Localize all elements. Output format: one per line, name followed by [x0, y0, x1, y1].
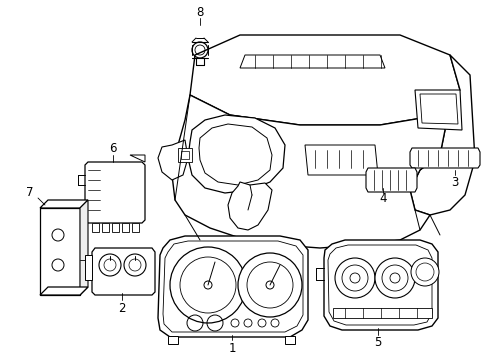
Polygon shape	[40, 200, 88, 208]
Polygon shape	[327, 245, 431, 325]
Polygon shape	[40, 287, 88, 295]
Polygon shape	[178, 148, 192, 162]
Circle shape	[238, 253, 302, 317]
Polygon shape	[181, 151, 189, 159]
Polygon shape	[172, 95, 444, 248]
Polygon shape	[163, 241, 303, 332]
Circle shape	[410, 258, 438, 286]
Polygon shape	[409, 148, 479, 168]
Text: 2: 2	[118, 302, 125, 315]
Circle shape	[334, 258, 374, 298]
Polygon shape	[40, 208, 80, 295]
Polygon shape	[168, 336, 178, 344]
Text: 5: 5	[373, 336, 381, 348]
Polygon shape	[85, 255, 92, 280]
Polygon shape	[409, 55, 474, 215]
Text: 3: 3	[450, 176, 458, 189]
Polygon shape	[112, 223, 119, 232]
Polygon shape	[92, 248, 155, 295]
Text: 4: 4	[379, 192, 386, 204]
Polygon shape	[285, 336, 294, 344]
Circle shape	[265, 281, 273, 289]
Polygon shape	[102, 223, 109, 232]
Polygon shape	[414, 90, 461, 130]
Polygon shape	[158, 236, 307, 337]
Polygon shape	[190, 35, 459, 125]
Text: 8: 8	[196, 5, 203, 18]
Circle shape	[170, 247, 245, 323]
Polygon shape	[80, 200, 88, 295]
Circle shape	[374, 258, 414, 298]
Text: 6: 6	[109, 141, 117, 154]
Polygon shape	[132, 223, 139, 232]
Polygon shape	[227, 182, 271, 230]
Text: 7: 7	[26, 185, 34, 198]
Text: 1: 1	[228, 342, 235, 355]
Polygon shape	[199, 124, 271, 185]
Polygon shape	[187, 115, 285, 193]
Circle shape	[203, 281, 212, 289]
Polygon shape	[332, 308, 431, 318]
Polygon shape	[419, 94, 457, 124]
Polygon shape	[158, 140, 187, 180]
Polygon shape	[324, 240, 437, 330]
Polygon shape	[240, 55, 384, 68]
Polygon shape	[85, 162, 145, 223]
Polygon shape	[122, 223, 129, 232]
Polygon shape	[305, 145, 377, 175]
Polygon shape	[92, 223, 99, 232]
Polygon shape	[365, 168, 416, 192]
